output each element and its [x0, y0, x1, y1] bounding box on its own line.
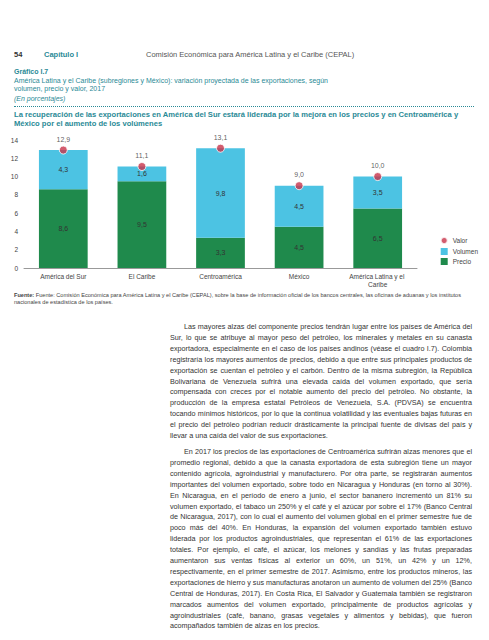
html-text:(En porcentajes): (En porcentajes) [14, 95, 66, 102]
svg-text:0: 0 [14, 265, 18, 272]
svg-text:Caribe: Caribe [368, 281, 388, 288]
svg-text:México: México [289, 273, 310, 280]
svg-text:Precio: Precio [453, 258, 472, 265]
svg-text:9,0: 9,0 [294, 171, 304, 178]
svg-text:10: 10 [11, 173, 19, 180]
html-text:En 2017 los precios de las exp: En 2017 los precios de las exportaciones… [170, 447, 472, 631]
svg-text:12: 12 [11, 155, 19, 162]
svg-text:13,1: 13,1 [214, 134, 228, 141]
html-text:Gráfico I.7: Gráfico I.7 [14, 68, 49, 75]
svg-text:América Latina y el: América Latina y el [349, 273, 406, 281]
html-text:América Latina y el Caribe (su: América Latina y el Caribe (subregiones … [14, 77, 328, 93]
svg-text:1,6: 1,6 [137, 170, 147, 177]
svg-text:Centroamérica: Centroamérica [199, 273, 242, 280]
svg-text:8: 8 [14, 191, 18, 198]
svg-text:14: 14 [11, 137, 19, 144]
svg-text:6: 6 [14, 210, 18, 217]
svg-text:4,3: 4,3 [58, 166, 68, 173]
svg-text:8,6: 8,6 [58, 225, 68, 232]
html-text:54: 54 [14, 50, 23, 59]
html-text:La recuperación de las exporta: La recuperación de las exportaciones en … [14, 110, 459, 128]
svg-text:4,5: 4,5 [294, 244, 304, 251]
svg-text:4: 4 [14, 228, 18, 235]
svg-text:9,8: 9,8 [216, 190, 226, 197]
svg-text:3,5: 3,5 [373, 189, 383, 196]
svg-text:Valor: Valor [453, 237, 469, 244]
svg-text:9,5: 9,5 [137, 221, 147, 228]
svg-text:10,0: 10,0 [371, 162, 385, 169]
svg-text:3,3: 3,3 [216, 249, 226, 256]
html-text:Comisión Económica para Améric: Comisión Económica para América Latina y… [146, 50, 355, 59]
svg-text:12,9: 12,9 [56, 136, 70, 143]
svg-text:4,5: 4,5 [294, 203, 304, 210]
html-text:Capítulo I: Capítulo I [44, 50, 79, 59]
html-text:Las mayores alzas del componen: Las mayores alzas del componente precios… [170, 322, 472, 441]
svg-text:El Caribe: El Caribe [129, 273, 156, 280]
svg-text:6,5: 6,5 [373, 235, 383, 242]
svg-text:11,1: 11,1 [135, 152, 148, 159]
svg-text:2: 2 [14, 246, 18, 253]
html-text:Fuente: Fuente: Comisión Econó: Fuente: Fuente: Comisión Económica para … [14, 292, 461, 305]
svg-text:Volumen: Volumen [453, 248, 479, 255]
svg-text:América del Sur: América del Sur [40, 273, 87, 280]
